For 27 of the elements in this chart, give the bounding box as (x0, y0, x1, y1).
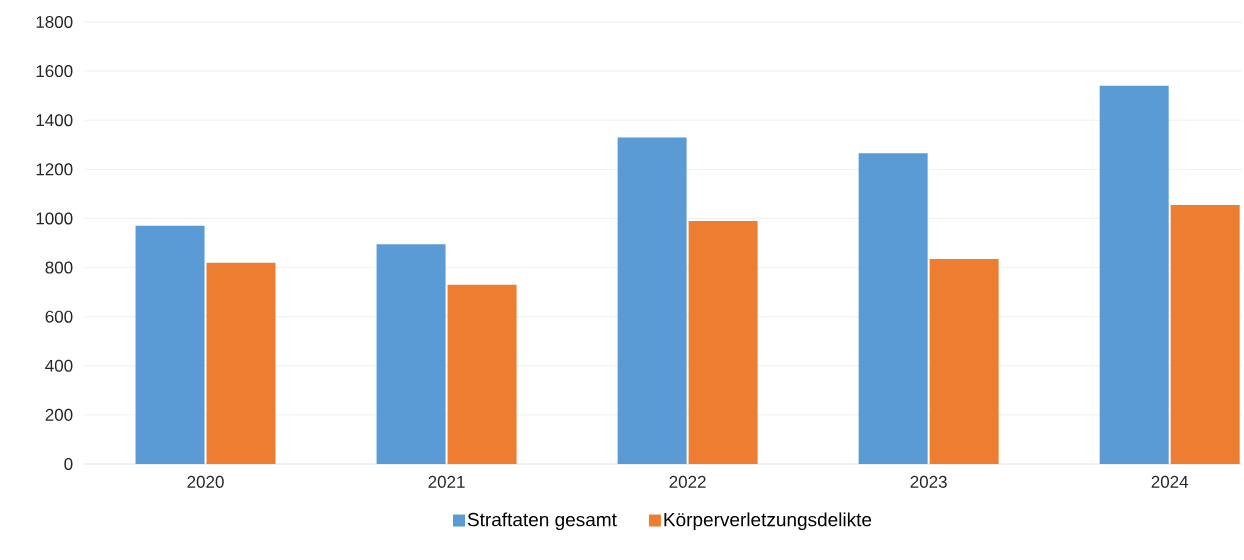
x-tick-label: 2021 (428, 475, 465, 488)
x-tick-label: 2023 (910, 475, 947, 488)
bar (688, 220, 758, 464)
y-tick-label: 400 (45, 359, 73, 372)
y-tick-label: 1800 (36, 15, 73, 29)
bar (376, 244, 446, 464)
x-tick-label: 2024 (1151, 475, 1189, 488)
y-tick-label: 800 (45, 261, 73, 274)
y-tick-label: 1600 (36, 65, 73, 78)
bar (858, 153, 928, 464)
y-tick-label: 600 (45, 310, 73, 323)
x-tick-label: 2022 (669, 475, 706, 488)
bar (617, 137, 687, 464)
bar (1170, 204, 1240, 464)
x-tick-label: 2020 (187, 475, 224, 488)
bar (1099, 85, 1169, 464)
y-tick-label: 1400 (36, 114, 73, 127)
bar (135, 225, 205, 464)
bar (929, 258, 999, 464)
legend-label: Straftaten gesamt (467, 512, 617, 531)
y-tick-label: 1000 (36, 212, 73, 225)
legend-label: Körperverletzungsdelikte (664, 512, 872, 531)
y-tick-label: 0 (64, 457, 73, 471)
y-tick-label: 1200 (36, 163, 73, 176)
y-tick-label: 200 (45, 408, 73, 421)
bar (206, 262, 276, 464)
bar (447, 284, 517, 464)
